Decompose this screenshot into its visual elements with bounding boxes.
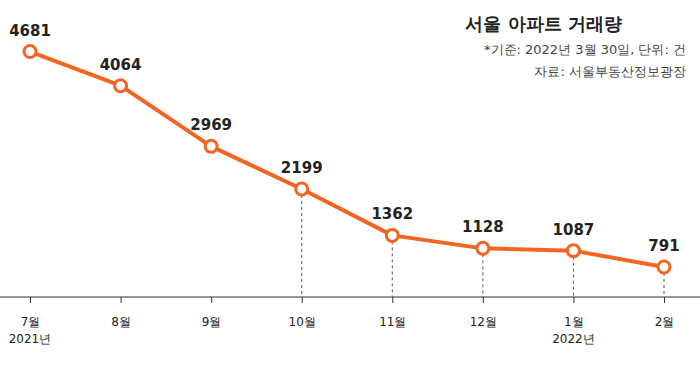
x-tick-label: 7월 — [21, 315, 41, 329]
x-tick-mark — [392, 297, 393, 303]
x-axis-line — [0, 297, 700, 298]
year-label: 2021년 — [9, 332, 52, 346]
x-tick-label: 10월 — [289, 315, 316, 329]
line — [30, 52, 664, 268]
marker — [115, 80, 127, 92]
x-axis: 7월 8월 9월 10월 11월 12월 1월 2월 — [0, 297, 700, 329]
marker — [658, 261, 670, 273]
drop-line — [392, 235, 393, 297]
title: 서울 아파트 거래량 — [465, 13, 622, 34]
x-tick-label: 12월 — [470, 315, 497, 329]
subtitle: *기준: 2022년 3월 30일, 단위: 건 — [484, 42, 686, 57]
x-tick: 9월 — [202, 297, 222, 329]
data-label: 1362 — [371, 205, 413, 223]
data-label: 4064 — [100, 56, 142, 74]
x-tick: 8월 — [111, 297, 131, 329]
x-tick-mark — [573, 297, 574, 303]
x-tick-mark — [211, 297, 212, 303]
data-label: 1087 — [553, 221, 595, 239]
data-label: 4681 — [9, 22, 51, 40]
x-tick-label: 8월 — [111, 315, 131, 329]
x-tick-label: 9월 — [202, 315, 222, 329]
data-label: 2969 — [190, 116, 232, 134]
x-tick-mark — [483, 297, 484, 303]
x-tick-mark — [30, 297, 31, 303]
data-label: 1128 — [462, 218, 504, 236]
x-tick-mark — [302, 297, 303, 303]
marker — [205, 140, 217, 152]
marker — [386, 229, 398, 241]
x-tick: 2월 — [655, 297, 675, 329]
marker — [24, 46, 36, 58]
chart: 7월 8월 9월 10월 11월 12월 1월 2월 2021년 2022년 4681 4064 296… — [0, 0, 700, 365]
x-tick-mark — [121, 297, 122, 303]
year-labels: 2021년 2022년 — [9, 332, 595, 346]
x-tick: 12월 — [470, 297, 497, 329]
year-label: 2022년 — [552, 332, 595, 346]
x-tick: 7월 — [21, 297, 41, 329]
drop-line — [301, 189, 302, 297]
marker — [477, 242, 489, 254]
x-tick-label: 1월 — [564, 315, 584, 329]
x-tick-label: 11월 — [379, 315, 406, 329]
x-tick: 11월 — [379, 297, 406, 329]
data-label: 2199 — [281, 159, 323, 177]
marker — [296, 183, 308, 195]
marker — [567, 245, 579, 257]
plot-area — [24, 46, 670, 297]
x-tick: 10월 — [289, 297, 316, 329]
x-tick: 1월 — [564, 297, 584, 329]
x-tick-mark — [664, 297, 665, 303]
x-tick-label: 2월 — [655, 315, 675, 329]
data-label: 791 — [648, 237, 679, 255]
source: 자료: 서울부동산정보광장 — [534, 64, 686, 79]
